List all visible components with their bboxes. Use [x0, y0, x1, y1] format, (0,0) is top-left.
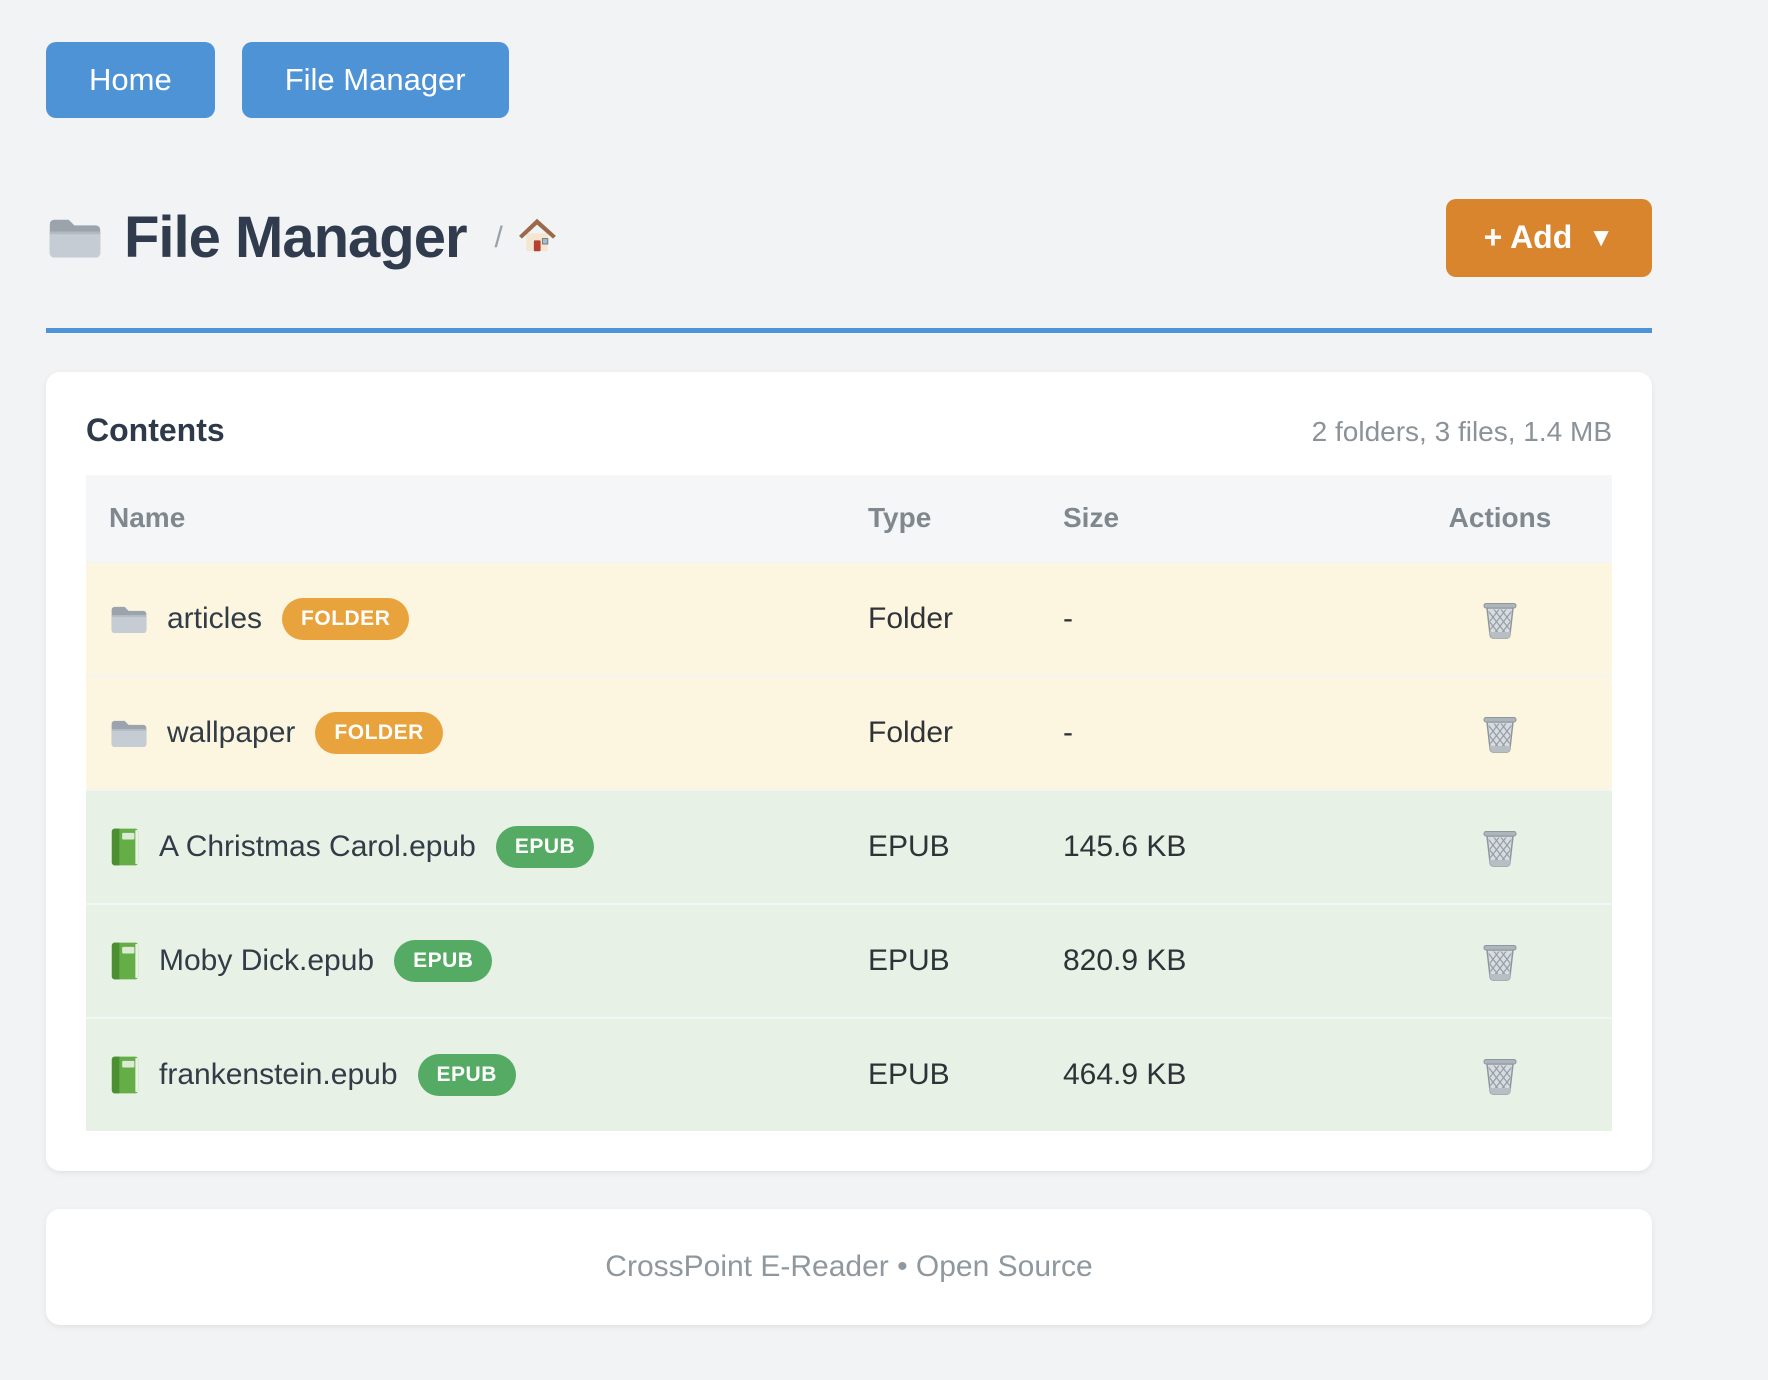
header-divider: [46, 328, 1652, 333]
size-cell: 464.9 KB: [1063, 1058, 1187, 1091]
files-table: Name Type Size Actions articles FOLDER F…: [86, 475, 1612, 1131]
file-name[interactable]: articles: [167, 602, 263, 635]
delete-button[interactable]: [1482, 1055, 1518, 1095]
table-row: A Christmas Carol.epub EPUB EPUB 145.6 K…: [86, 790, 1612, 904]
size-cell: -: [1063, 602, 1073, 635]
trash-icon: [1482, 941, 1518, 981]
page-title: File Manager: [124, 205, 468, 270]
type-cell: Folder: [868, 716, 954, 749]
file-name[interactable]: A Christmas Carol.epub: [159, 830, 476, 863]
file-name[interactable]: frankenstein.epub: [159, 1058, 398, 1091]
folder-icon: [109, 603, 149, 636]
name-cell: frankenstein.epub EPUB: [86, 1018, 856, 1131]
file-name[interactable]: Moby Dick.epub: [159, 944, 375, 977]
nav-file-manager-button[interactable]: File Manager: [241, 42, 509, 118]
table-row: articles FOLDER Folder -: [86, 562, 1612, 676]
trash-icon: [1482, 1055, 1518, 1095]
file-name[interactable]: wallpaper: [167, 716, 296, 749]
type-cell: EPUB: [868, 830, 950, 863]
name-cell: Moby Dick.epub EPUB: [86, 904, 856, 1018]
breadcrumb: /: [495, 217, 557, 258]
book-icon: [109, 827, 141, 867]
nav-home-button[interactable]: Home: [46, 42, 215, 118]
page-header: File Manager / + Add ▼: [46, 190, 1652, 285]
footer: CrossPoint E-Reader • Open Source: [46, 1209, 1652, 1325]
type-badge: EPUB: [394, 940, 493, 982]
files-table-header: Name Type Size Actions: [86, 475, 1612, 562]
trash-icon: [1482, 599, 1518, 639]
add-button-label: + Add: [1483, 219, 1573, 255]
book-icon: [109, 941, 141, 981]
delete-button[interactable]: [1482, 599, 1518, 639]
type-cell: Folder: [868, 602, 954, 635]
trash-icon: [1482, 827, 1518, 867]
column-header-name: Name: [86, 475, 856, 562]
type-badge: FOLDER: [315, 712, 443, 754]
folder-icon: [109, 717, 149, 750]
type-cell: EPUB: [868, 944, 950, 977]
name-cell: articles FOLDER: [86, 562, 856, 676]
contents-summary: 2 folders, 3 files, 1.4 MB: [1311, 416, 1612, 447]
contents-card: Contents 2 folders, 3 files, 1.4 MB Name…: [46, 372, 1652, 1171]
table-row: wallpaper FOLDER Folder -: [86, 676, 1612, 790]
actions-cell: [1388, 676, 1612, 790]
size-cell: 145.6 KB: [1063, 830, 1187, 863]
size-cell: -: [1063, 716, 1073, 749]
top-nav: Home File Manager: [46, 42, 1652, 118]
name-cell: wallpaper FOLDER: [86, 676, 856, 790]
actions-cell: [1388, 790, 1612, 904]
column-header-type: Type: [856, 475, 1051, 562]
actions-cell: [1388, 562, 1612, 676]
delete-button[interactable]: [1482, 713, 1518, 753]
delete-button[interactable]: [1482, 941, 1518, 981]
footer-text: CrossPoint E-Reader • Open Source: [605, 1250, 1093, 1283]
type-badge: EPUB: [495, 826, 595, 868]
type-cell: EPUB: [868, 1058, 950, 1091]
table-row: frankenstein.epub EPUB EPUB 464.9 KB: [86, 1018, 1612, 1131]
add-button[interactable]: + Add ▼: [1445, 198, 1652, 277]
delete-button[interactable]: [1482, 827, 1518, 867]
trash-icon: [1482, 713, 1518, 753]
book-icon: [109, 1055, 141, 1095]
column-header-size: Size: [1051, 475, 1388, 562]
contents-table-body: articles FOLDER Folder - wallp: [86, 562, 1612, 1131]
actions-cell: [1388, 1018, 1612, 1131]
table-row: Moby Dick.epub EPUB EPUB 820.9 KB: [86, 904, 1612, 1018]
breadcrumb-separator: /: [494, 220, 503, 254]
house-icon[interactable]: [517, 217, 557, 258]
caret-down-icon: ▼: [1588, 222, 1614, 252]
contents-card-header: Contents 2 folders, 3 files, 1.4 MB: [86, 412, 1612, 448]
size-cell: 820.9 KB: [1063, 944, 1187, 977]
folder-icon: [46, 214, 104, 262]
type-badge: EPUB: [417, 1054, 516, 1096]
actions-cell: [1388, 904, 1612, 1018]
type-badge: FOLDER: [282, 598, 410, 640]
name-cell: A Christmas Carol.epub EPUB: [86, 790, 856, 904]
column-header-actions: Actions: [1388, 475, 1612, 562]
contents-heading: Contents: [86, 412, 225, 448]
page: Home File Manager File Manager / + Add ▼…: [46, 0, 1652, 1325]
